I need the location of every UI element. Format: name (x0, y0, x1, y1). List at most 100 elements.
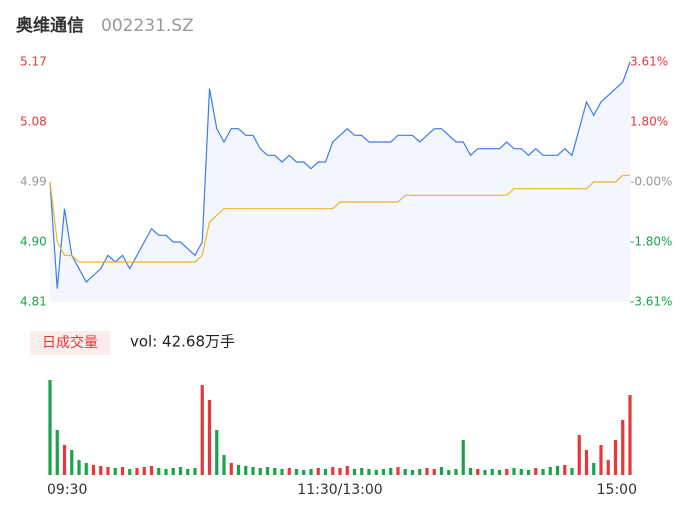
volume-bar (258, 468, 262, 475)
x-tick-label: 09:30 (47, 482, 87, 498)
volume-bar (193, 468, 197, 475)
volume-bar (584, 450, 589, 475)
volume-bar (273, 468, 277, 475)
volume-bar (164, 469, 168, 475)
volume-bar (142, 467, 146, 475)
volume-bar (323, 469, 328, 475)
volume-bar (534, 468, 538, 475)
y2-tick-label: -0.00% (630, 175, 672, 189)
volume-bar (345, 466, 349, 475)
volume-bar (200, 385, 204, 475)
volume-bar (280, 469, 284, 475)
volume-bar (599, 445, 603, 475)
volume-bar (360, 468, 364, 475)
volume-bar (55, 430, 59, 475)
volume-bar (287, 468, 291, 475)
volume-bar (113, 468, 117, 475)
price-line (49, 61, 631, 289)
volume-bar (592, 463, 596, 475)
x-tick-label: 11:30/13:00 (297, 482, 382, 498)
volume-bar (77, 460, 81, 475)
volume-bar (157, 468, 161, 475)
y-tick-label: 5.17 (20, 55, 47, 69)
volume-bar (120, 467, 125, 475)
volume-bar (461, 440, 465, 475)
volume-bar (135, 468, 139, 475)
volume-bar (519, 469, 523, 475)
volume-bar (171, 468, 175, 475)
y-tick-label: 5.08 (20, 115, 47, 129)
stock-name: 奥维通信 (16, 15, 84, 36)
volume-bar (403, 469, 407, 475)
volume-bar (294, 469, 299, 475)
y-tick-label: 4.90 (20, 235, 47, 249)
volume-bar (367, 469, 371, 475)
price-line (49, 174, 630, 263)
volume-bar (99, 466, 103, 475)
volume-bar (381, 469, 386, 475)
y-tick-label: 4.99 (20, 175, 47, 189)
volume-bar (186, 469, 190, 475)
volume-bar (229, 463, 233, 475)
volume-bar (215, 430, 219, 475)
volume-bar (555, 466, 560, 475)
volume-bar (84, 463, 88, 475)
volume-bar (251, 467, 255, 475)
volume-bar (613, 440, 618, 475)
volume-bar (563, 465, 567, 475)
volume-bar (512, 468, 516, 475)
y2-tick-label: 3.61% (630, 55, 668, 69)
volume-bar (244, 466, 248, 475)
volume-bar (207, 400, 212, 475)
volume-bar (628, 395, 632, 475)
volume-bar (425, 468, 429, 475)
y-tick-label: 4.81 (20, 295, 47, 309)
y2-tick-label: -1.80% (630, 234, 672, 248)
volume-bar (454, 469, 458, 475)
volume-bar (476, 469, 480, 475)
volume-bar (302, 470, 306, 475)
volume-bar (490, 469, 494, 475)
volume-bar (432, 469, 436, 475)
volume-bar (338, 468, 342, 475)
volume-bar (410, 470, 415, 475)
volume-total: vol: 42.68万手 (130, 333, 235, 351)
volume-bar (236, 465, 241, 475)
volume-bar (548, 467, 552, 475)
volume-bar (526, 470, 531, 475)
volume-title: 日成交量 (42, 334, 98, 351)
volume-bar (352, 469, 357, 475)
volume-bar (606, 460, 610, 475)
volume-bar (128, 469, 132, 475)
volume-bar (91, 465, 96, 475)
volume-bar (374, 470, 378, 475)
volume-bar (447, 470, 451, 475)
volume-bar (577, 435, 581, 475)
volume-bar (389, 468, 393, 475)
volume-bar (149, 466, 154, 475)
volume-bar (418, 469, 422, 475)
volume-bar (541, 469, 545, 475)
volume-bar (483, 470, 487, 475)
y2-tick-label: 1.80% (630, 115, 668, 129)
y2-tick-label: -3.61% (630, 295, 672, 309)
stock-code: 002231.SZ (101, 16, 194, 36)
volume-bar (316, 468, 320, 475)
volume-badge (30, 331, 110, 355)
volume-bar (570, 468, 574, 475)
volume-bar (621, 420, 625, 475)
volume-bar (106, 467, 110, 475)
volume-bar (222, 455, 226, 475)
volume-bar (265, 467, 270, 475)
volume-bar (178, 467, 183, 475)
volume-bar (439, 467, 444, 475)
x-tick-label: 15:00 (597, 482, 637, 498)
price-area (50, 62, 630, 302)
volume-bar (70, 450, 74, 475)
volume-bar (309, 469, 313, 475)
volume-bar (331, 467, 335, 475)
volume-bar (468, 468, 473, 475)
volume-bar (505, 469, 509, 475)
volume-bar (62, 445, 67, 475)
